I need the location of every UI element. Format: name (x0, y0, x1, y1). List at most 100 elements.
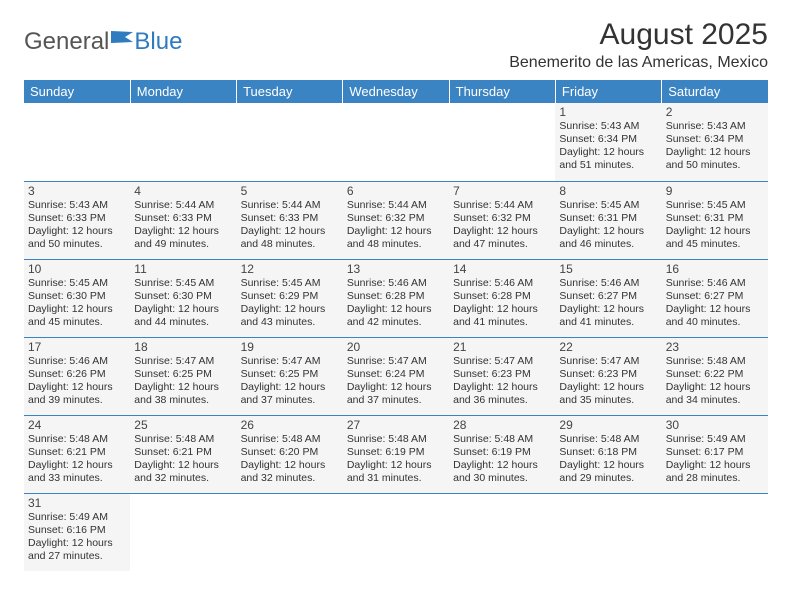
calendar-cell: 22Sunrise: 5:47 AMSunset: 6:23 PMDayligh… (555, 337, 661, 415)
day-number: 8 (559, 184, 657, 198)
day-info: Sunrise: 5:47 AMSunset: 6:23 PMDaylight:… (559, 355, 657, 408)
calendar-cell: 2Sunrise: 5:43 AMSunset: 6:34 PMDaylight… (662, 103, 768, 181)
calendar-cell: 29Sunrise: 5:48 AMSunset: 6:18 PMDayligh… (555, 415, 661, 493)
calendar-cell: 26Sunrise: 5:48 AMSunset: 6:20 PMDayligh… (237, 415, 343, 493)
calendar-cell: 8Sunrise: 5:45 AMSunset: 6:31 PMDaylight… (555, 181, 661, 259)
day-info: Sunrise: 5:44 AMSunset: 6:32 PMDaylight:… (347, 199, 445, 252)
calendar-cell: 18Sunrise: 5:47 AMSunset: 6:25 PMDayligh… (130, 337, 236, 415)
day-info: Sunrise: 5:45 AMSunset: 6:31 PMDaylight:… (666, 199, 764, 252)
day-info: Sunrise: 5:48 AMSunset: 6:20 PMDaylight:… (241, 433, 339, 486)
day-info: Sunrise: 5:45 AMSunset: 6:30 PMDaylight:… (134, 277, 232, 330)
day-header: Tuesday (237, 80, 343, 103)
brand-logo: GeneralBlue (24, 18, 182, 56)
calendar-cell: 19Sunrise: 5:47 AMSunset: 6:25 PMDayligh… (237, 337, 343, 415)
calendar-cell (130, 493, 236, 571)
calendar-cell: 20Sunrise: 5:47 AMSunset: 6:24 PMDayligh… (343, 337, 449, 415)
day-number: 5 (241, 184, 339, 198)
day-number: 9 (666, 184, 764, 198)
calendar-cell (449, 493, 555, 571)
calendar-cell (555, 493, 661, 571)
day-number: 11 (134, 262, 232, 276)
calendar-cell: 1Sunrise: 5:43 AMSunset: 6:34 PMDaylight… (555, 103, 661, 181)
day-info: Sunrise: 5:43 AMSunset: 6:34 PMDaylight:… (666, 120, 764, 173)
day-number: 15 (559, 262, 657, 276)
day-number: 26 (241, 418, 339, 432)
day-info: Sunrise: 5:49 AMSunset: 6:16 PMDaylight:… (28, 511, 126, 564)
day-info: Sunrise: 5:46 AMSunset: 6:28 PMDaylight:… (347, 277, 445, 330)
location: Benemerito de las Americas, Mexico (509, 54, 768, 72)
day-header: Friday (555, 80, 661, 103)
calendar-cell (237, 103, 343, 181)
calendar-cell: 24Sunrise: 5:48 AMSunset: 6:21 PMDayligh… (24, 415, 130, 493)
day-number: 19 (241, 340, 339, 354)
calendar-cell: 25Sunrise: 5:48 AMSunset: 6:21 PMDayligh… (130, 415, 236, 493)
day-number: 22 (559, 340, 657, 354)
day-number: 6 (347, 184, 445, 198)
day-info: Sunrise: 5:46 AMSunset: 6:26 PMDaylight:… (28, 355, 126, 408)
day-info: Sunrise: 5:44 AMSunset: 6:33 PMDaylight:… (241, 199, 339, 252)
calendar-cell: 30Sunrise: 5:49 AMSunset: 6:17 PMDayligh… (662, 415, 768, 493)
day-info: Sunrise: 5:49 AMSunset: 6:17 PMDaylight:… (666, 433, 764, 486)
calendar-week: 3Sunrise: 5:43 AMSunset: 6:33 PMDaylight… (24, 181, 768, 259)
day-info: Sunrise: 5:43 AMSunset: 6:33 PMDaylight:… (28, 199, 126, 252)
calendar-cell: 16Sunrise: 5:46 AMSunset: 6:27 PMDayligh… (662, 259, 768, 337)
day-info: Sunrise: 5:47 AMSunset: 6:23 PMDaylight:… (453, 355, 551, 408)
calendar-week: 10Sunrise: 5:45 AMSunset: 6:30 PMDayligh… (24, 259, 768, 337)
day-number: 21 (453, 340, 551, 354)
day-info: Sunrise: 5:44 AMSunset: 6:33 PMDaylight:… (134, 199, 232, 252)
day-number: 20 (347, 340, 445, 354)
calendar-cell: 13Sunrise: 5:46 AMSunset: 6:28 PMDayligh… (343, 259, 449, 337)
calendar-cell: 14Sunrise: 5:46 AMSunset: 6:28 PMDayligh… (449, 259, 555, 337)
day-info: Sunrise: 5:48 AMSunset: 6:21 PMDaylight:… (134, 433, 232, 486)
calendar-body: 1Sunrise: 5:43 AMSunset: 6:34 PMDaylight… (24, 103, 768, 571)
day-number: 10 (28, 262, 126, 276)
day-info: Sunrise: 5:46 AMSunset: 6:27 PMDaylight:… (666, 277, 764, 330)
day-number: 14 (453, 262, 551, 276)
calendar-cell: 11Sunrise: 5:45 AMSunset: 6:30 PMDayligh… (130, 259, 236, 337)
day-number: 16 (666, 262, 764, 276)
day-info: Sunrise: 5:47 AMSunset: 6:25 PMDaylight:… (241, 355, 339, 408)
calendar-cell: 27Sunrise: 5:48 AMSunset: 6:19 PMDayligh… (343, 415, 449, 493)
calendar-cell (343, 103, 449, 181)
day-info: Sunrise: 5:48 AMSunset: 6:19 PMDaylight:… (453, 433, 551, 486)
calendar-cell: 4Sunrise: 5:44 AMSunset: 6:33 PMDaylight… (130, 181, 236, 259)
day-info: Sunrise: 5:45 AMSunset: 6:30 PMDaylight:… (28, 277, 126, 330)
day-number: 29 (559, 418, 657, 432)
day-number: 24 (28, 418, 126, 432)
day-number: 28 (453, 418, 551, 432)
day-number: 12 (241, 262, 339, 276)
day-info: Sunrise: 5:45 AMSunset: 6:29 PMDaylight:… (241, 277, 339, 330)
day-header: Wednesday (343, 80, 449, 103)
calendar-cell: 5Sunrise: 5:44 AMSunset: 6:33 PMDaylight… (237, 181, 343, 259)
day-info: Sunrise: 5:46 AMSunset: 6:27 PMDaylight:… (559, 277, 657, 330)
day-number: 2 (666, 105, 764, 119)
header: GeneralBlue August 2025 Benemerito de la… (24, 18, 768, 72)
day-number: 7 (453, 184, 551, 198)
day-info: Sunrise: 5:47 AMSunset: 6:25 PMDaylight:… (134, 355, 232, 408)
day-number: 18 (134, 340, 232, 354)
flag-icon (111, 31, 133, 47)
calendar-cell: 12Sunrise: 5:45 AMSunset: 6:29 PMDayligh… (237, 259, 343, 337)
calendar-week: 17Sunrise: 5:46 AMSunset: 6:26 PMDayligh… (24, 337, 768, 415)
day-number: 17 (28, 340, 126, 354)
day-number: 31 (28, 496, 126, 510)
calendar-cell: 10Sunrise: 5:45 AMSunset: 6:30 PMDayligh… (24, 259, 130, 337)
day-header: Sunday (24, 80, 130, 103)
calendar-cell (343, 493, 449, 571)
calendar-week: 31Sunrise: 5:49 AMSunset: 6:16 PMDayligh… (24, 493, 768, 571)
calendar-cell: 23Sunrise: 5:48 AMSunset: 6:22 PMDayligh… (662, 337, 768, 415)
calendar-cell (662, 493, 768, 571)
calendar-cell (24, 103, 130, 181)
calendar-cell: 15Sunrise: 5:46 AMSunset: 6:27 PMDayligh… (555, 259, 661, 337)
calendar-cell: 28Sunrise: 5:48 AMSunset: 6:19 PMDayligh… (449, 415, 555, 493)
day-info: Sunrise: 5:45 AMSunset: 6:31 PMDaylight:… (559, 199, 657, 252)
day-info: Sunrise: 5:48 AMSunset: 6:19 PMDaylight:… (347, 433, 445, 486)
calendar-table: SundayMondayTuesdayWednesdayThursdayFrid… (24, 80, 768, 571)
day-header: Thursday (449, 80, 555, 103)
brand-part2: Blue (134, 28, 182, 56)
calendar-cell: 7Sunrise: 5:44 AMSunset: 6:32 PMDaylight… (449, 181, 555, 259)
calendar-cell: 9Sunrise: 5:45 AMSunset: 6:31 PMDaylight… (662, 181, 768, 259)
day-header: Saturday (662, 80, 768, 103)
calendar-cell: 3Sunrise: 5:43 AMSunset: 6:33 PMDaylight… (24, 181, 130, 259)
day-header-row: SundayMondayTuesdayWednesdayThursdayFrid… (24, 80, 768, 103)
